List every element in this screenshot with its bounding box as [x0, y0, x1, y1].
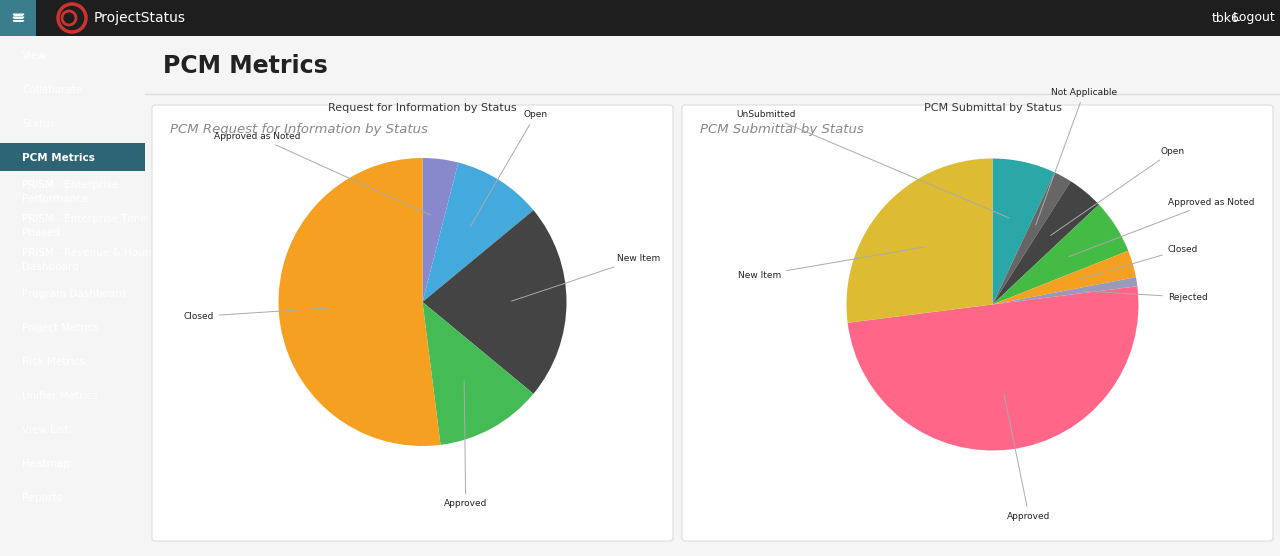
- Wedge shape: [422, 162, 534, 302]
- Text: View: View: [22, 51, 47, 61]
- Text: ≡: ≡: [12, 11, 24, 26]
- Text: PCM Metrics: PCM Metrics: [22, 153, 95, 163]
- Text: Open: Open: [1051, 147, 1184, 235]
- Text: New Item: New Item: [512, 254, 660, 301]
- Text: PRISM - Revenue & Hours: PRISM - Revenue & Hours: [22, 248, 155, 258]
- Wedge shape: [422, 210, 567, 394]
- Text: View List: View List: [22, 425, 68, 435]
- Text: Status: Status: [22, 119, 55, 129]
- Text: Phased: Phased: [22, 228, 60, 238]
- Wedge shape: [992, 172, 1071, 305]
- Wedge shape: [992, 205, 1128, 305]
- Text: Program Dashboard: Program Dashboard: [22, 289, 127, 299]
- Text: PRISM - Enterprise: PRISM - Enterprise: [22, 180, 118, 190]
- Text: Heatmap: Heatmap: [22, 459, 69, 469]
- Text: Open: Open: [470, 110, 548, 227]
- Text: Collaborate: Collaborate: [22, 85, 82, 95]
- Bar: [0, 0, 36, 36]
- Wedge shape: [847, 286, 1138, 450]
- Wedge shape: [992, 251, 1135, 305]
- Text: Approved as Noted: Approved as Noted: [1069, 198, 1254, 256]
- Text: New Item: New Item: [737, 247, 924, 280]
- Text: Performance: Performance: [22, 194, 88, 204]
- Text: PRISM - Enterprise Time: PRISM - Enterprise Time: [22, 214, 147, 224]
- FancyBboxPatch shape: [152, 105, 673, 541]
- Text: Closed: Closed: [183, 307, 334, 321]
- Text: Approved: Approved: [1004, 394, 1051, 521]
- Text: ≡: ≡: [10, 9, 26, 27]
- Text: ProjectStatus: ProjectStatus: [93, 11, 186, 25]
- Wedge shape: [422, 158, 458, 302]
- Text: Reports: Reports: [22, 493, 61, 503]
- Text: PCM Metrics: PCM Metrics: [163, 54, 328, 78]
- Wedge shape: [992, 181, 1100, 305]
- Text: Dashboard: Dashboard: [22, 262, 79, 272]
- Text: Risk Metrics: Risk Metrics: [22, 357, 84, 367]
- Text: Unifier Metrics: Unifier Metrics: [22, 391, 97, 401]
- Wedge shape: [846, 158, 992, 323]
- Wedge shape: [422, 302, 534, 445]
- Title: Request for Information by Status: Request for Information by Status: [328, 103, 517, 113]
- Bar: [0, 143, 145, 171]
- Title: PCM Submittal by Status: PCM Submittal by Status: [924, 103, 1061, 113]
- Text: Not Applicable: Not Applicable: [1036, 88, 1117, 225]
- Wedge shape: [992, 158, 1055, 305]
- Text: PCM Submittal by Status: PCM Submittal by Status: [700, 123, 864, 137]
- Text: UnSubmitted: UnSubmitted: [736, 110, 1009, 218]
- Text: Approved as Noted: Approved as Noted: [214, 132, 431, 215]
- Text: Logout: Logout: [1233, 12, 1275, 24]
- Wedge shape: [279, 158, 440, 446]
- Text: Closed: Closed: [1079, 245, 1198, 279]
- Text: Rejected: Rejected: [1082, 291, 1207, 302]
- Wedge shape: [992, 277, 1138, 305]
- FancyBboxPatch shape: [682, 105, 1274, 541]
- Text: Approved: Approved: [444, 380, 488, 508]
- Text: PCM Request for Information by Status: PCM Request for Information by Status: [170, 123, 428, 137]
- Text: tbk6: tbk6: [1212, 12, 1240, 24]
- Text: Project Metrics: Project Metrics: [22, 323, 99, 333]
